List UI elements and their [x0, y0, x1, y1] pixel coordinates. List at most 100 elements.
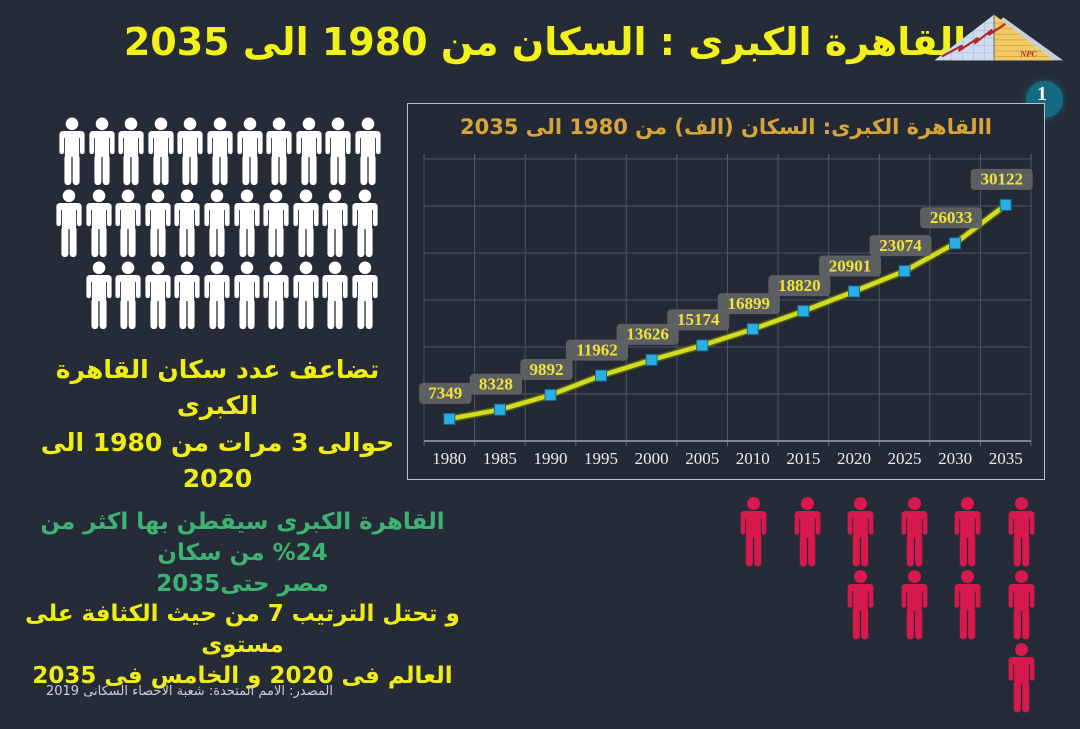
logo-trend-zigzag: [941, 23, 1006, 58]
person-icon: [263, 116, 295, 187]
person-icon: [1005, 643, 1038, 713]
x-axis-label: 2015: [786, 449, 820, 468]
person-icon: [349, 260, 381, 331]
person-icon: [898, 570, 931, 640]
person-icon: [349, 188, 381, 259]
line-chart-canvas: 7349 8328 9892 11962 13626 15174 16899 18820 209…: [419, 154, 1033, 468]
person-icon: [53, 188, 85, 259]
person-icon: [171, 260, 203, 331]
person-icon: [319, 260, 351, 331]
x-axis-label: 1985: [483, 449, 517, 468]
data-label: 16899: [717, 293, 780, 315]
bottom-note-green-line2: مصر حتى2035: [156, 570, 329, 597]
x-axis-label: 2035: [989, 449, 1023, 468]
data-label: 15174: [667, 309, 730, 331]
x-axis-label: 2010: [736, 449, 770, 468]
person-icon: [145, 116, 177, 187]
person-icon: [234, 116, 266, 187]
person-icon: [791, 497, 824, 567]
person-icon: [115, 116, 147, 187]
npc-pyramid-logo-icon: NPC: [925, 8, 1065, 66]
person-icon: [260, 188, 292, 259]
data-label: 8328: [469, 373, 523, 395]
person-icon: [201, 260, 233, 331]
svg-text:23074: 23074: [879, 236, 922, 255]
person-icon: [844, 497, 877, 567]
person-icon: [112, 188, 144, 259]
data-label: 7349: [419, 382, 472, 404]
svg-text:26033: 26033: [930, 208, 973, 227]
svg-text:11962: 11962: [576, 340, 618, 359]
person-icon: [83, 260, 115, 331]
person-icon: [174, 116, 206, 187]
person-icon: [231, 188, 263, 259]
logo-text: NPC: [1019, 50, 1037, 59]
population-chart: االقاهرة الكبرى: السكان (الف) من 1980 ال…: [407, 103, 1045, 480]
person-icon: [737, 497, 770, 567]
person-icon: [86, 116, 118, 187]
person-icon: [1005, 497, 1038, 567]
axis-ticks: [423, 154, 1032, 446]
svg-text:13626: 13626: [626, 325, 669, 344]
person-icon: [204, 116, 236, 187]
source-note: المصدر: الامم المتحدة: شعبة الاحصاء السك…: [45, 684, 333, 699]
data-label: 20901: [819, 255, 881, 277]
bottom-note-yellow-line1: و تحتل الترتيب 7 من حيث الكثافة على مستو…: [25, 601, 460, 659]
data-label: 13626: [616, 323, 679, 345]
data-point-markers: [443, 198, 1012, 425]
svg-text:30122: 30122: [980, 170, 1023, 189]
data-label: 23074: [869, 235, 932, 257]
bottom-note: القاهرة الكبرى سيقطن بها اكثر من 24% من …: [15, 507, 470, 692]
svg-text:16899: 16899: [728, 294, 771, 313]
svg-text:20901: 20901: [829, 256, 872, 275]
person-icon: [112, 260, 144, 331]
person-icon: [322, 116, 354, 187]
x-axis-label: 2000: [635, 449, 669, 468]
person-icon: [56, 116, 88, 187]
person-icon: [1005, 570, 1038, 640]
person-icon: [201, 188, 233, 259]
person-icon: [171, 188, 203, 259]
svg-text:7349: 7349: [428, 384, 462, 403]
person-icon: [319, 188, 351, 259]
person-icon: [83, 188, 115, 259]
person-icon: [142, 260, 174, 331]
bottom-note-green-line1: القاهرة الكبرى سيقطن بها اكثر من 24% من …: [40, 509, 445, 566]
svg-text:15174: 15174: [677, 310, 720, 329]
person-icon: [898, 497, 931, 567]
person-icon: [951, 497, 984, 567]
svg-text:8328: 8328: [479, 375, 513, 394]
person-icon: [290, 260, 322, 331]
data-label: 9892: [520, 359, 573, 380]
data-label: 18820: [768, 275, 831, 297]
x-axis-label: 1995: [584, 449, 618, 468]
person-icon: [231, 260, 263, 331]
svg-text:18820: 18820: [778, 276, 821, 295]
left-note-line1: تضاعف عدد سكان القاهرة الكبرى: [55, 355, 380, 421]
x-axis-label: 2030: [938, 449, 972, 468]
person-icon: [352, 116, 384, 187]
left-note: تضاعف عدد سكان القاهرة الكبرى حوالى 3 مر…: [25, 352, 410, 497]
slide-title: القاهرة الكبرى : السكان من 1980 الى 2035: [123, 20, 967, 64]
data-label: 30122: [970, 168, 1033, 190]
x-axis-label: 1990: [534, 449, 568, 468]
data-label: 26033: [920, 207, 983, 229]
logo-right-face: [994, 14, 1054, 61]
bottom-note-yellow-line2: العالم فى 2020 و الخامس فى 2035: [32, 663, 453, 690]
x-axis-label: 2025: [888, 449, 922, 468]
person-icon: [290, 188, 322, 259]
person-icon: [260, 260, 292, 331]
x-axis-label: 2020: [837, 449, 871, 468]
series-line: [447, 202, 1008, 422]
person-icon: [293, 116, 325, 187]
data-label: 11962: [566, 339, 628, 361]
left-note-line2: حوالى 3 مرات من 1980 الى 2020: [40, 427, 395, 493]
x-axis-label: 1980: [432, 449, 466, 468]
person-icon: [844, 570, 877, 640]
logo-canvas: NPC: [934, 14, 1064, 61]
svg-text:9892: 9892: [530, 360, 564, 379]
x-axis-label: 2005: [685, 449, 719, 468]
person-icon: [951, 570, 984, 640]
person-icon: [142, 188, 174, 259]
